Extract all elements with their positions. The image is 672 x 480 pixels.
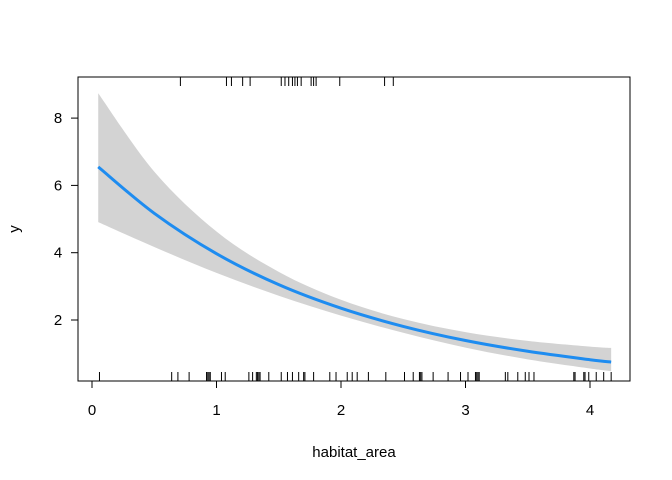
confidence-band (98, 93, 612, 372)
y-tick-label: 8 (54, 110, 62, 127)
y-tick-label: 6 (54, 177, 62, 194)
y-axis-label: y (6, 225, 23, 233)
x-tick-label: 4 (586, 402, 594, 419)
x-tick-label: 1 (212, 402, 220, 419)
x-axis-label: habitat_area (312, 444, 396, 461)
x-tick-label: 0 (88, 402, 96, 419)
y-tick-label: 2 (54, 312, 62, 329)
x-tick-label: 3 (461, 402, 469, 419)
x-tick-label: 2 (337, 402, 345, 419)
fit-line (97, 165, 612, 364)
y-tick-label: 4 (54, 245, 62, 262)
